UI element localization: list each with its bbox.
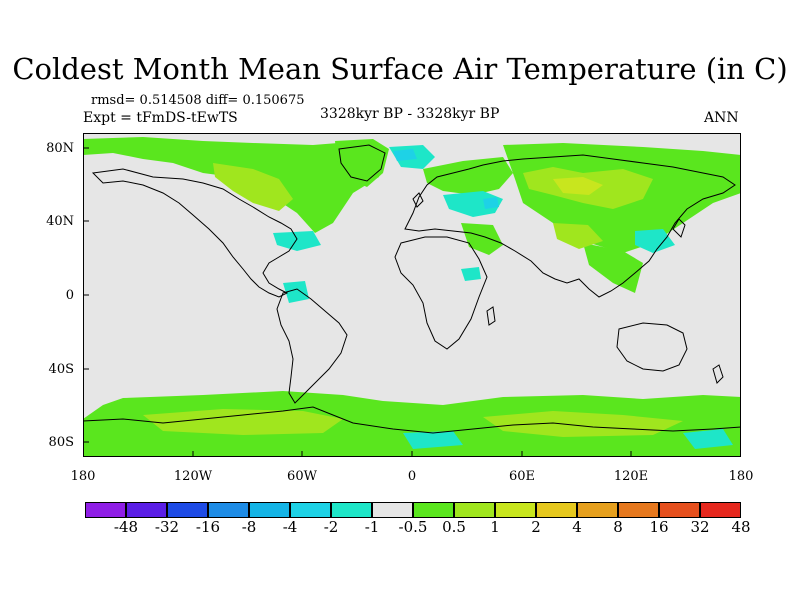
colorbar-label: 4 xyxy=(572,518,582,536)
scandinavia-patch xyxy=(423,157,513,195)
uk-coast xyxy=(412,192,424,208)
positive-anomaly-regions-stronger xyxy=(553,177,603,195)
colorbar-label: -48 xyxy=(113,518,139,536)
japan-coast xyxy=(672,218,686,238)
stats-text: rmsd= 0.514508 diff= 0.150675 xyxy=(91,93,305,108)
antarctica-coast xyxy=(83,406,741,434)
madagascar-coast xyxy=(486,306,496,326)
antarctic-east-patch xyxy=(483,411,683,437)
greenland-patch xyxy=(335,139,389,187)
colorbar-box xyxy=(413,502,454,518)
africa-coast xyxy=(394,236,488,350)
positive-anomaly-regions-strong xyxy=(143,163,683,437)
colorbar-label: 2 xyxy=(531,518,541,536)
coastlines xyxy=(83,144,741,434)
south-atlantic-patch xyxy=(403,431,463,449)
colorbar-box xyxy=(126,502,167,518)
colorbar-box xyxy=(618,502,659,518)
colorbar-label: -8 xyxy=(241,518,257,536)
lat-label-40s: 40S xyxy=(48,362,74,377)
lon-label-0: 0 xyxy=(407,469,417,484)
lon-label-120w: 120W xyxy=(173,469,213,484)
chart-title: Coldest Month Mean Surface Air Temperatu… xyxy=(12,52,788,86)
colorbar-label: -16 xyxy=(195,518,221,536)
colorbar-box xyxy=(536,502,577,518)
colorbar-box xyxy=(495,502,536,518)
colorbar-label: -0.5 xyxy=(398,518,428,536)
southern-ocean-patch xyxy=(83,391,741,457)
australia-coast xyxy=(616,322,688,372)
negative-anomaly-regions-strong xyxy=(393,149,499,209)
colorbar-box xyxy=(249,502,290,518)
lon-label-60e: 60E xyxy=(508,469,536,484)
north-america-coast xyxy=(91,168,298,298)
colorbar-label: 0.5 xyxy=(442,518,466,536)
colorbar-box xyxy=(700,502,741,518)
colorbar-box xyxy=(454,502,495,518)
antarctic-inner-patch xyxy=(143,409,343,435)
greenland-coast xyxy=(338,144,386,182)
colorbar-label: -2 xyxy=(323,518,339,536)
colorbar-label: -4 xyxy=(282,518,298,536)
colorbar-label: -1 xyxy=(364,518,380,536)
arctic-north-america-patch xyxy=(83,137,383,233)
eurasia-patch xyxy=(443,191,503,217)
lat-label-80n: 80N xyxy=(46,141,74,156)
barents-patch xyxy=(393,149,417,161)
ross-sea-patch xyxy=(683,429,733,449)
colorbar xyxy=(85,502,741,518)
lon-label-120e: 120E xyxy=(613,469,649,484)
period-text: 3328kyr BP - 3328kyr BP xyxy=(320,106,500,122)
caspian-patch xyxy=(483,197,499,209)
colorbar-box xyxy=(167,502,208,518)
map-panel xyxy=(83,133,741,457)
colorbar-box xyxy=(659,502,700,518)
canada-patch xyxy=(213,163,293,211)
colorbar-label: 48 xyxy=(731,518,751,536)
south-america-coast xyxy=(276,288,348,404)
colorbar-label: 1 xyxy=(490,518,500,536)
lat-label-40n: 40N xyxy=(46,214,74,229)
africa-east-patch xyxy=(461,267,481,281)
eurasia-coast xyxy=(404,154,736,298)
colorbar-box xyxy=(290,502,331,518)
colorbar-label: 16 xyxy=(649,518,669,536)
colorbar-box xyxy=(331,502,372,518)
colorbar-label: 8 xyxy=(613,518,623,536)
axis-ticks xyxy=(83,147,741,457)
pacific-patch xyxy=(283,281,309,303)
siberia-core-patch xyxy=(553,177,603,195)
season-text: ANN xyxy=(704,110,739,126)
lon-label-180w: 180 xyxy=(70,469,96,484)
new-zealand-coast xyxy=(712,364,724,384)
colorbar-label: -32 xyxy=(154,518,180,536)
asia-east-patch xyxy=(583,243,643,293)
temperature-map xyxy=(83,133,741,457)
east-china-patch xyxy=(635,229,675,253)
lon-label-180e: 180 xyxy=(728,469,754,484)
lat-label-80s: 80S xyxy=(48,435,74,450)
colorbar-box xyxy=(85,502,126,518)
experiment-text: Expt = tFmDS-tEwTS xyxy=(83,110,238,126)
colorbar-box xyxy=(372,502,413,518)
lat-label-0: 0 xyxy=(65,288,74,303)
colorbar-label: 32 xyxy=(690,518,710,536)
colorbar-box xyxy=(208,502,249,518)
atlantic-patch xyxy=(273,231,321,251)
lon-label-60w: 60W xyxy=(287,469,317,484)
colorbar-box xyxy=(577,502,618,518)
tibet-patch xyxy=(553,223,603,249)
